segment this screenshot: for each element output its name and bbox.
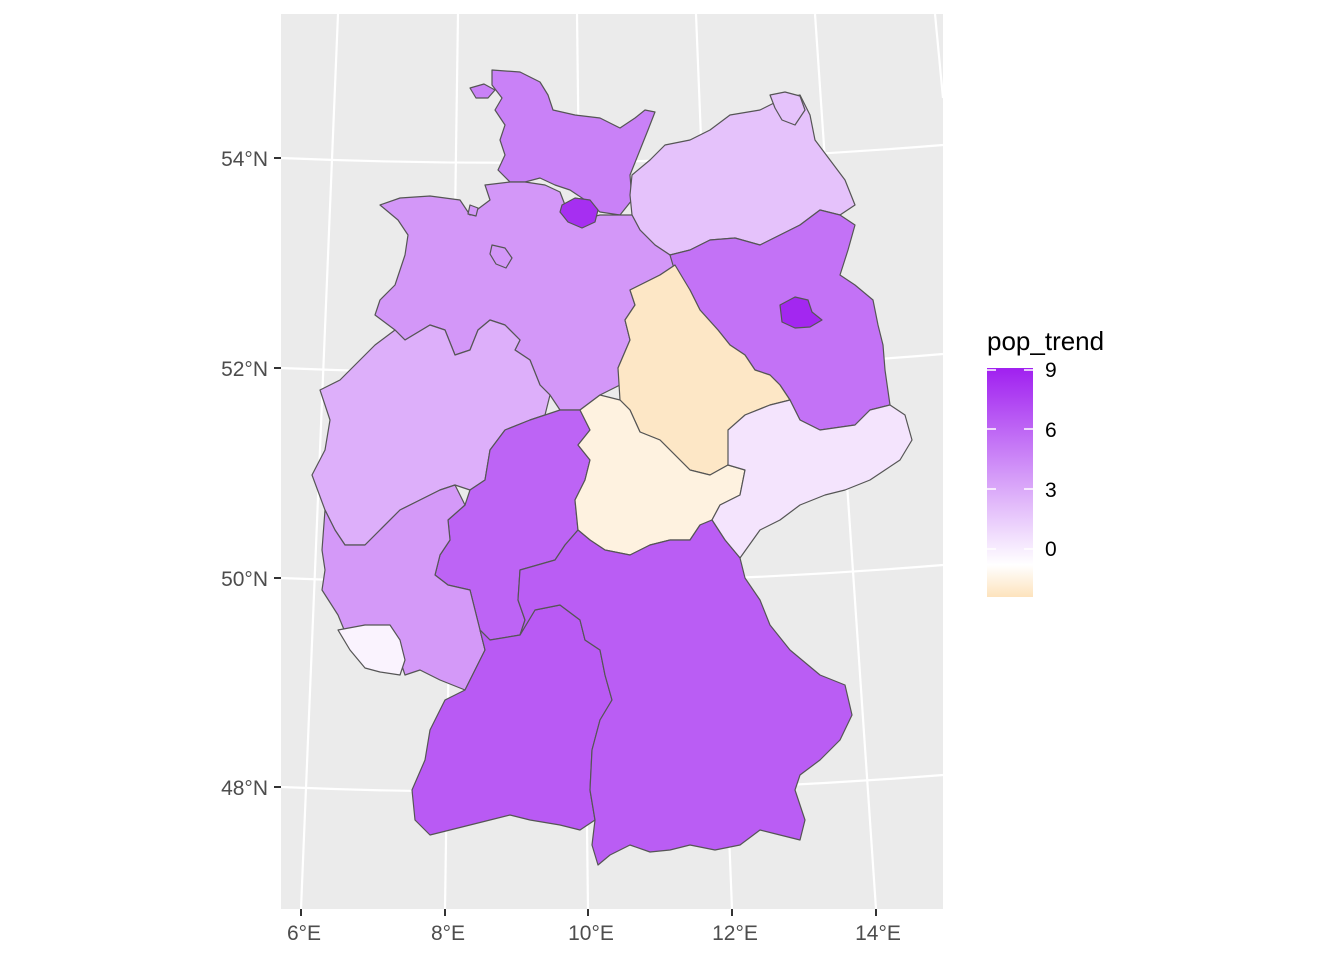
region-bremen[interactable] bbox=[489, 244, 513, 269]
legend-colorbar bbox=[987, 368, 1033, 597]
x-label-8: 8°E bbox=[431, 922, 465, 945]
y-label-48: 48°N bbox=[221, 777, 268, 800]
graticule-lon-16 bbox=[933, 13, 945, 99]
city-states-layer bbox=[467, 83, 823, 329]
region-bayern[interactable] bbox=[517, 519, 853, 866]
region-fehmarn[interactable] bbox=[469, 83, 496, 99]
legend-tick-3: 3 bbox=[1045, 479, 1057, 502]
legend-tick-0: 0 bbox=[1045, 538, 1057, 561]
legend-ticks bbox=[987, 369, 1033, 550]
states-layer bbox=[311, 69, 913, 866]
region-saarland[interactable] bbox=[337, 624, 406, 676]
legend-title: pop_trend bbox=[987, 326, 1104, 356]
y-label-50: 50°N bbox=[221, 568, 268, 591]
legend-tick-9: 9 bbox=[1045, 359, 1057, 382]
x-label-10: 10°E bbox=[568, 922, 614, 945]
region-hamburg[interactable] bbox=[559, 197, 599, 229]
y-label-52: 52°N bbox=[221, 358, 268, 381]
x-label-6: 6°E bbox=[287, 922, 321, 945]
region-sachsen[interactable] bbox=[711, 399, 913, 559]
region-berlin[interactable] bbox=[779, 296, 823, 329]
y-label-54: 54°N bbox=[221, 148, 268, 171]
region-bremerhaven[interactable] bbox=[467, 204, 479, 217]
legend: pop_trend 9 6 3 0 bbox=[987, 326, 1104, 597]
x-label-12: 12°E bbox=[712, 922, 758, 945]
legend-tick-6: 6 bbox=[1045, 419, 1057, 442]
x-label-14: 14°E bbox=[855, 922, 901, 945]
region-ruegen[interactable] bbox=[769, 91, 806, 126]
x-axis: 6°E 8°E 10°E 12°E 14°E bbox=[287, 909, 901, 945]
y-axis: 54°N 52°N 50°N 48°N bbox=[221, 148, 281, 800]
